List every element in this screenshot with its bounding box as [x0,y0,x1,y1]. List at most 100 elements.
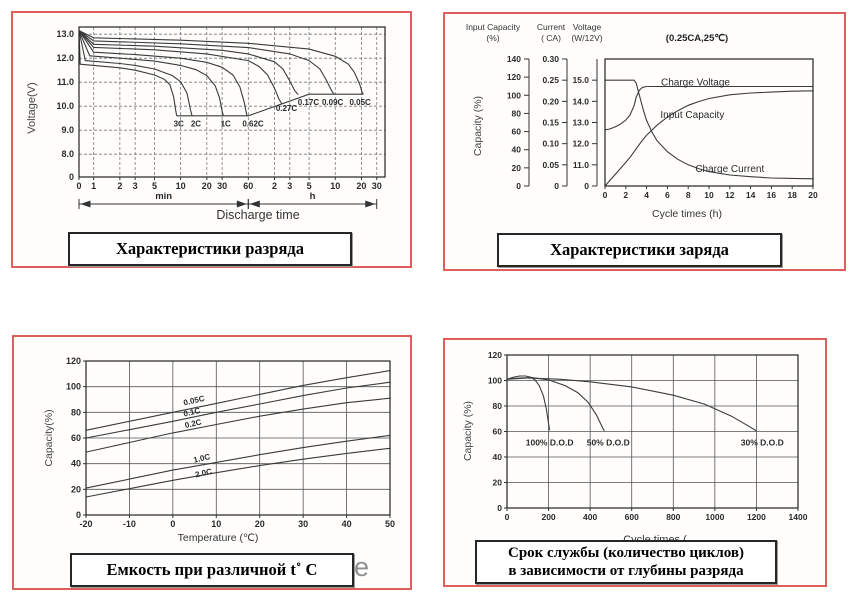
tick-label: 20 [512,163,522,173]
tick-label: 2 [623,190,628,200]
tick-label: 13.0 [572,118,589,128]
tick-label: 20 [255,519,265,529]
tick-label: 20 [493,478,503,488]
tick-label: 0 [497,503,502,513]
curve-label: 30% D.O.D [741,437,784,447]
series-1C [78,30,224,116]
unit-label: h [310,191,316,202]
caption-charge: Характеристики заряда [497,233,782,267]
tick-label: 120 [507,72,521,82]
curve-label: Charge Current [695,164,764,175]
panel-cycle-life: 0 200 400 600 800 1000 1200 1400 120 100 80 60 40 20 0… [443,338,827,587]
tick-label: 60 [493,427,503,437]
curve-label: Input Capacity [660,110,724,121]
series-0.05C [78,30,364,95]
series-50% D.O.D [506,377,605,432]
tick-label: -10 [123,519,136,529]
tick-label: 1000 [705,512,724,522]
tick-label: 11.0 [57,77,74,87]
tick-label: 13.0 [56,29,74,39]
tick-label: 0.25 [542,75,559,85]
curve-label: 0.09C [322,98,344,107]
tick-label: 800 [666,512,680,522]
tick-label: 6 [665,190,670,200]
tick-label: 30 [372,181,382,191]
series-0.05C [85,370,391,431]
curve-label: 100% D.O.D [526,437,574,447]
tick-label: 60 [512,127,522,137]
cycle-life-chart: 0 200 400 600 800 1000 1200 1400120100806040200… [462,350,808,546]
tick-label: 600 [625,512,639,522]
series-30% D.O.D [506,377,757,432]
curve-label: 2.0C [194,467,213,480]
tick-label: 15.0 [572,75,589,85]
panel-temperature-capacity: -20 -10 0 10 20 30 40 50 120 100 80 60 40 20 0 0.05C 0.1… [12,335,412,590]
series-Input Capacity [604,90,814,187]
tick-label: 0 [505,512,510,522]
tick-label: 16 [767,190,777,200]
curve-label: 2C [191,120,201,129]
tick-label: 5 [152,181,157,191]
condition-note: (0.25CA,25℃) [666,33,728,44]
tick-label: 8.0 [61,149,74,159]
tick-label: 4 [644,190,649,200]
caption-line1: Срок службы (количество циклов) [507,544,745,561]
tick-label: 40 [493,452,503,462]
series-0.2C [85,397,391,453]
tick-label: 30 [298,519,308,529]
series-0.27C [78,30,283,105]
x-axis-label: Discharge time [216,208,299,222]
curve-label: 1C [221,120,231,129]
tick-label: 40 [71,459,81,469]
discharge-chart: 0 1 2 3 5 10 20 30 60 2 3 5 10 20 3013.012.011.010.09.… [26,26,386,222]
tick-label: 2 [272,181,277,191]
curve-label: 1.0C [193,452,212,465]
curve-label: 0.62C [242,120,264,129]
y-axis-label: Capacity (%) [472,96,484,156]
caption-text: Характеристики разряда [115,239,305,258]
tick-label: 12 [725,190,735,200]
tick-label: 0.20 [542,96,559,106]
tick-label: 10 [176,181,186,191]
axis-header: ( CA) [541,33,561,43]
series-1.0C [85,434,391,489]
series-100% D.O.D [506,375,551,431]
tick-label: 10 [211,519,221,529]
series-Charge Voltage [604,85,813,131]
arrow-head [236,200,247,208]
plot-border [78,26,386,178]
tick-label: 0 [69,172,74,182]
series-2.0C [85,447,391,498]
axis-header: Current [537,22,566,32]
y-axis-label: Voltage(V) [26,82,38,133]
tick-label: 10 [330,181,340,191]
tick-label: 1200 [747,512,766,522]
tick-label: 20 [356,181,366,191]
curve-label: Charge Voltage [661,78,730,89]
tick-label: 0 [603,190,608,200]
tick-label: 60 [243,181,253,191]
panel-discharge-characteristics: 0 1 2 3 5 10 20 30 60 2 3 5 10 20 30 13.0 12.0 11.0 10.0 9.… [11,11,412,268]
series-Charge Current [605,79,814,180]
arrow-head [365,200,376,208]
tick-label: 5 [307,181,312,191]
tick-label: 11.0 [573,160,589,170]
tick-label: 30 [217,181,227,191]
series-0.1C [85,381,391,439]
tick-label: 50 [385,519,395,529]
caption-temperature: Емкость при различной t˚ C [70,553,354,587]
tick-label: 12.0 [56,53,74,63]
curve-label: 3C [174,120,184,129]
series-0.62C [78,30,248,116]
curve-label: 0.1C [183,406,202,419]
axis-header: Input Capacity [466,22,521,32]
tick-label: 0 [76,510,81,520]
curve-label: 0.2C [184,417,203,430]
tick-label: 3 [133,181,138,191]
curve-label: 50% D.O.D [587,437,630,447]
tick-label: 0.05 [542,160,559,170]
tick-label: 18 [787,190,797,200]
tick-label: 0 [516,181,521,191]
tick-label: 100 [66,382,81,392]
